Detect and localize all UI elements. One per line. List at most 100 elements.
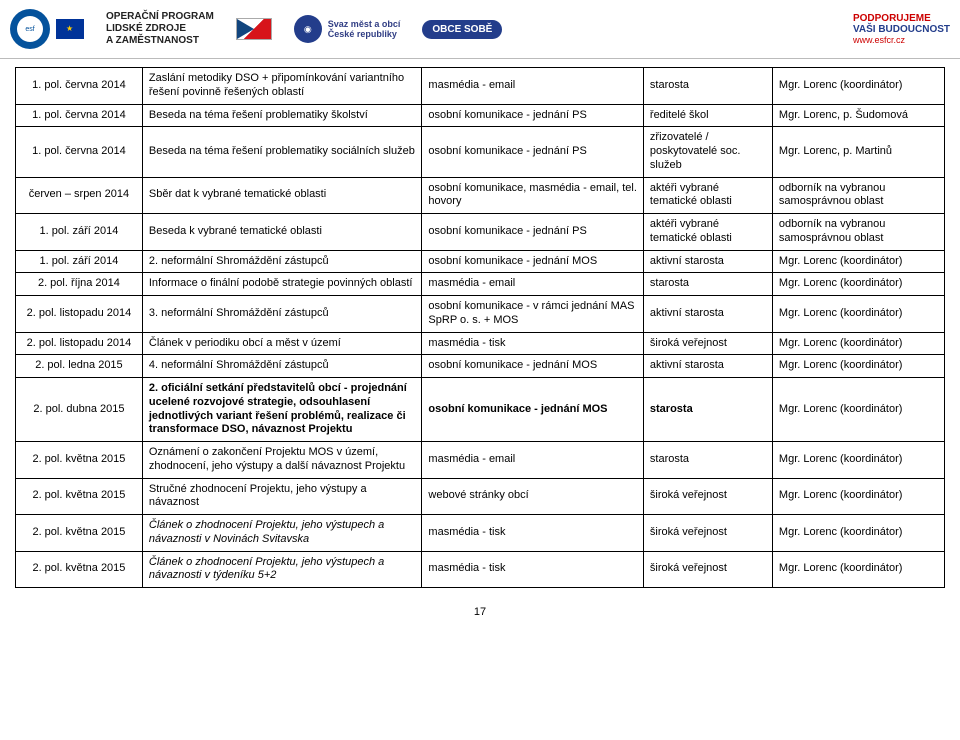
program-title: OPERAČNÍ PROGRAM LIDSKÉ ZDROJE A ZAMĚSTN… — [106, 11, 214, 47]
podp-line2: VAŠI BUDOUCNOST — [853, 24, 950, 35]
table-cell: masmédia - tisk — [422, 515, 643, 552]
table-cell: 1. pol. června 2014 — [16, 104, 143, 127]
table-cell: Mgr. Lorenc (koordinátor) — [772, 551, 944, 588]
table-cell: masmédia - tisk — [422, 332, 643, 355]
table-cell: starosta — [643, 378, 772, 442]
table-cell: 2. pol. dubna 2015 — [16, 378, 143, 442]
table-cell: Informace o finální podobě strategie pov… — [142, 273, 422, 296]
table-cell: ředitelé škol — [643, 104, 772, 127]
table-cell: 3. neformální Shromáždění zástupců — [142, 296, 422, 333]
podp-line1: PODPORUJEME — [853, 13, 950, 24]
table-cell: široká veřejnost — [643, 332, 772, 355]
table-cell: 1. pol. června 2014 — [16, 127, 143, 177]
table-cell: 2. pol. ledna 2015 — [16, 355, 143, 378]
table-cell: 4. neformální Shromáždění zástupců — [142, 355, 422, 378]
table-cell: Mgr. Lorenc, p. Šudomová — [772, 104, 944, 127]
table-cell: aktéři vybrané tematické oblasti — [643, 177, 772, 214]
table-cell: osobní komunikace - jednání MOS — [422, 250, 643, 273]
table-cell: široká veřejnost — [643, 551, 772, 588]
smo-line1: Svaz měst a obcí — [328, 19, 401, 29]
op-line2: LIDSKÉ ZDROJE — [106, 23, 186, 34]
schedule-table: 1. pol. června 2014Zaslání metodiky DSO … — [15, 67, 945, 588]
table-cell: červen – srpen 2014 — [16, 177, 143, 214]
smo-icon: ◉ — [294, 15, 322, 43]
table-cell: aktivní starosta — [643, 296, 772, 333]
esf-inner-text: esf — [17, 16, 43, 42]
table-cell: Mgr. Lorenc (koordinátor) — [772, 273, 944, 296]
table-cell: aktivní starosta — [643, 355, 772, 378]
table-cell: aktéři vybrané tematické oblasti — [643, 214, 772, 251]
table-cell: Beseda k vybrané tematické oblasti — [142, 214, 422, 251]
table-row: 1. pol. června 2014Zaslání metodiky DSO … — [16, 68, 945, 105]
table-cell: 1. pol. září 2014 — [16, 214, 143, 251]
table-row: 2. pol. května 2015Oznámení o zakončení … — [16, 442, 945, 479]
table-cell: 2. pol. května 2015 — [16, 515, 143, 552]
table-cell: masmédia - email — [422, 442, 643, 479]
op-line1: OPERAČNÍ PROGRAM — [106, 11, 214, 22]
table-cell: osobní komunikace - jednání PS — [422, 104, 643, 127]
table-cell: odborník na vybranou samosprávnou oblast — [772, 177, 944, 214]
table-cell: 1. pol. září 2014 — [16, 250, 143, 273]
table-cell: osobní komunikace - jednání MOS — [422, 378, 643, 442]
table-row: červen – srpen 2014Sběr dat k vybrané te… — [16, 177, 945, 214]
smo-line2: České republiky — [328, 29, 401, 39]
obce-badge: OBCE SOBĚ — [422, 20, 502, 39]
table-cell: široká veřejnost — [643, 515, 772, 552]
table-row: 2. pol. října 2014Informace o finální po… — [16, 273, 945, 296]
table-cell: masmédia - tisk — [422, 551, 643, 588]
table-cell: osobní komunikace - jednání PS — [422, 214, 643, 251]
table-row: 2. pol. května 2015Stručné zhodnocení Pr… — [16, 478, 945, 515]
table-cell: zřizovatelé / poskytovatelé soc. služeb — [643, 127, 772, 177]
table-row: 1. pol. září 2014Beseda k vybrané temati… — [16, 214, 945, 251]
table-cell: osobní komunikace - v rámci jednání MAS … — [422, 296, 643, 333]
eu-flag-icon — [56, 19, 84, 39]
table-cell: Článek o zhodnocení Projektu, jeho výstu… — [142, 515, 422, 552]
table-cell: 1. pol. června 2014 — [16, 68, 143, 105]
table-cell: webové stránky obcí — [422, 478, 643, 515]
table-cell: Zaslání metodiky DSO + připomínkování va… — [142, 68, 422, 105]
table-cell: masmédia - email — [422, 68, 643, 105]
op-line3: A ZAMĚSTNANOST — [106, 35, 199, 46]
table-row: 2. pol. května 2015Článek o zhodnocení P… — [16, 551, 945, 588]
table-cell: 2. pol. května 2015 — [16, 551, 143, 588]
table-row: 2. pol. května 2015Článek o zhodnocení P… — [16, 515, 945, 552]
table-cell: masmédia - email — [422, 273, 643, 296]
table-cell: Mgr. Lorenc (koordinátor) — [772, 515, 944, 552]
page-number: 17 — [0, 606, 960, 618]
table-cell: 2. pol. května 2015 — [16, 442, 143, 479]
table-cell: 2. pol. května 2015 — [16, 478, 143, 515]
support-block: PODPORUJEME VAŠI BUDOUCNOST www.esfcr.cz — [853, 13, 950, 45]
table-cell: Mgr. Lorenc, p. Martinů — [772, 127, 944, 177]
table-cell: Stručné zhodnocení Projektu, jeho výstup… — [142, 478, 422, 515]
esf-icon: esf — [10, 9, 50, 49]
table-cell: 2. neformální Shromáždění zástupců — [142, 250, 422, 273]
table-cell: Mgr. Lorenc (koordinátor) — [772, 68, 944, 105]
table-cell: Článek v periodiku obcí a měst v území — [142, 332, 422, 355]
site-link: www.esfcr.cz — [853, 35, 950, 45]
table-cell: odborník na vybranou samosprávnou oblast — [772, 214, 944, 251]
table-cell: Mgr. Lorenc (koordinátor) — [772, 442, 944, 479]
table-cell: aktivní starosta — [643, 250, 772, 273]
table-cell: Mgr. Lorenc (koordinátor) — [772, 332, 944, 355]
table-cell: Mgr. Lorenc (koordinátor) — [772, 378, 944, 442]
cz-flag-icon — [236, 18, 272, 40]
table-cell: starosta — [643, 442, 772, 479]
doc-header: esf OPERAČNÍ PROGRAM LIDSKÉ ZDROJE A ZAM… — [0, 0, 960, 59]
table-cell: Článek o zhodnocení Projektu, jeho výstu… — [142, 551, 422, 588]
esf-eu-logo: esf — [10, 9, 84, 49]
table-cell: Mgr. Lorenc (koordinátor) — [772, 478, 944, 515]
table-cell: 2. oficiální setkání představitelů obcí … — [142, 378, 422, 442]
table-cell: 2. pol. října 2014 — [16, 273, 143, 296]
table-cell: 2. pol. listopadu 2014 — [16, 296, 143, 333]
table-row: 2. pol. dubna 20152. oficiální setkání p… — [16, 378, 945, 442]
table-cell: Beseda na téma řešení problematiky škols… — [142, 104, 422, 127]
table-row: 1. pol. června 2014Beseda na téma řešení… — [16, 104, 945, 127]
table-cell: Oznámení o zakončení Projektu MOS v územ… — [142, 442, 422, 479]
table-cell: Mgr. Lorenc (koordinátor) — [772, 355, 944, 378]
table-row: 2. pol. listopadu 2014Článek v periodiku… — [16, 332, 945, 355]
table-row: 1. pol. září 20142. neformální Shromáždě… — [16, 250, 945, 273]
table-row: 2. pol. ledna 20154. neformální Shromážd… — [16, 355, 945, 378]
table-cell: osobní komunikace - jednání MOS — [422, 355, 643, 378]
smo-block: ◉ Svaz měst a obcí České republiky — [294, 15, 401, 43]
table-cell: starosta — [643, 68, 772, 105]
